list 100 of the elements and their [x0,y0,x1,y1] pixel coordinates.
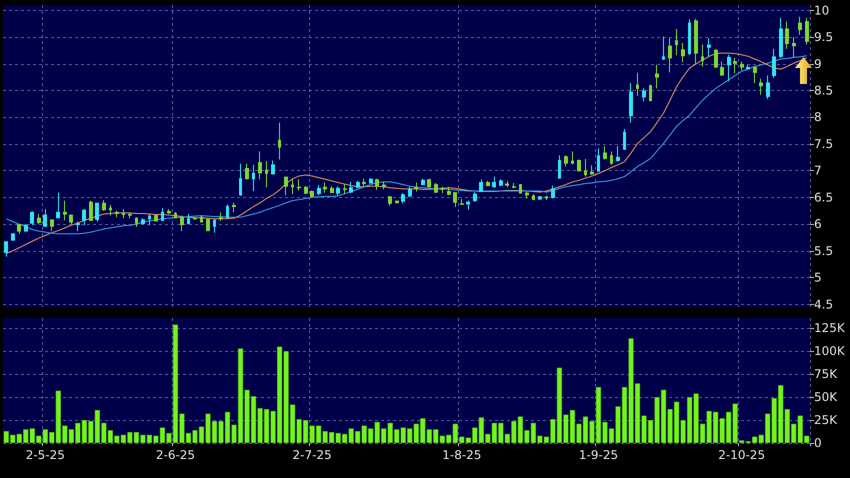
candlestick [558,154,561,180]
candlestick [447,186,451,196]
candlestick [17,224,21,234]
candlestick [414,182,418,192]
candlestick [473,192,477,202]
candlestick [161,208,164,222]
y-tick-label: 10 [814,3,830,18]
candlestick [167,208,171,214]
candlestick [76,220,80,232]
candlestick [532,194,535,201]
y-tick-label: 75K [814,367,838,382]
x-tick-label: 1-8-25 [442,448,482,462]
candlestick [668,38,672,73]
candlestick [135,216,138,228]
candlestick [577,158,581,172]
candlestick [707,38,711,57]
candlestick [746,64,750,70]
candlestick [460,198,464,206]
candlestick [434,182,438,194]
candlestick [701,44,704,67]
candlestick [597,148,600,172]
candlestick [11,232,15,242]
y-tick-label: 6.5 [814,190,834,204]
candlestick [571,150,574,165]
candlestick [766,75,770,100]
y-tick-label: 4.5 [814,297,834,312]
candlestick [408,186,412,198]
candlestick [82,208,86,226]
candlestick [388,195,392,206]
y-tick-label: 5.5 [814,244,834,258]
candlestick [336,186,340,196]
candlestick [675,28,678,56]
y-tick-label: 125K [814,321,846,336]
y-tick-label: 9.5 [814,30,834,44]
x-tick-label: 2-6-25 [156,448,196,462]
candlestick [681,42,685,63]
candlestick [154,213,158,222]
candlestick [466,200,470,210]
candlestick [453,192,457,208]
candlestick [369,178,373,184]
candlestick [440,186,444,194]
candlestick [623,128,626,150]
candlestick [226,204,229,219]
candlestick [245,163,249,180]
candlestick [727,54,731,82]
candlestick [505,180,509,188]
candlestick [616,146,620,162]
candlestick [343,184,347,195]
y-tick-label: 50K [814,390,838,404]
candlestick [427,178,431,188]
candlestick [193,216,197,220]
y-tick-label: 6 [814,217,822,232]
candlestick [551,185,555,199]
candlestick [89,200,93,222]
candlestick [694,18,698,64]
candlestick [200,215,203,224]
candlestick [109,204,112,216]
candlestick [304,186,308,195]
candlestick [252,164,255,192]
candlestick [714,48,718,69]
candlestick [479,178,483,193]
candlestick [356,180,360,189]
candlestick [512,182,516,189]
candlestick [174,211,177,219]
x-tick-label: 2-10-25 [718,448,766,462]
candlestick [785,21,789,50]
candlestick [30,210,34,226]
candlestick [382,181,386,190]
candlestick [642,88,646,102]
candlestick [4,241,8,258]
y-tick-label: 7 [814,164,822,178]
candlestick [69,214,73,225]
candlestick [271,160,275,175]
candlestick [310,190,314,198]
y-tick-label: 100K [814,344,846,358]
candlestick [323,182,327,194]
candlestick [401,192,405,204]
candlestick [519,184,522,194]
candlestick [584,158,587,178]
candlestick [115,210,119,218]
candlestick [50,218,54,232]
candlestick [330,186,334,194]
candlestick [590,164,594,176]
candlestick [733,57,737,74]
candlestick [128,212,132,219]
candlestick [792,36,796,58]
y-tick-label: 8 [814,110,822,124]
candlestick [258,150,262,180]
candlestick [629,82,633,124]
candlestick [610,150,613,166]
candlestick [265,160,268,188]
candlestick [206,218,210,232]
candlestick [753,65,757,84]
y-tick-label: 0 [814,436,822,450]
candlestick [278,122,281,160]
candlestick [779,17,783,58]
candlestick [545,195,548,201]
candlestick [63,200,67,221]
candlestick [43,208,47,228]
y-tick-label: 25K [814,413,838,428]
